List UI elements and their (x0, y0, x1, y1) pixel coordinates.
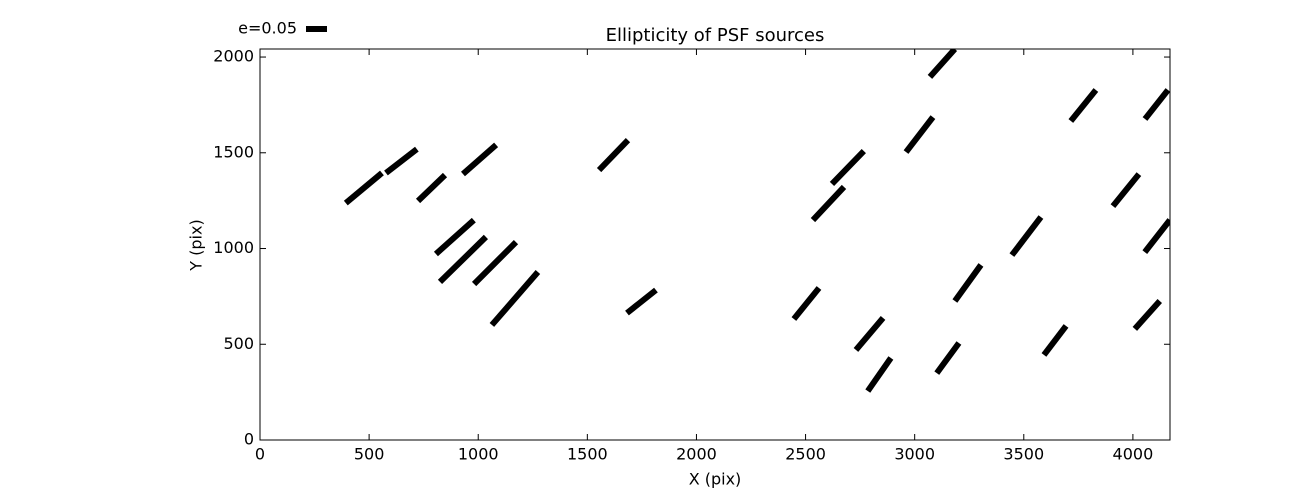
plot-area (343, 49, 1170, 393)
x-tick-label: 0 (255, 445, 265, 464)
whisker (865, 356, 894, 393)
whisker (1041, 324, 1069, 357)
whisker (343, 170, 384, 206)
whisker (1009, 215, 1044, 257)
whisker (1142, 88, 1170, 121)
chart-title: Ellipticity of PSF sources (606, 25, 825, 46)
whisker (433, 217, 476, 257)
x-tick-label: 4000 (1113, 445, 1154, 464)
y-axis-label: Y (pix) (187, 219, 206, 271)
whisker (384, 146, 419, 176)
y-tick-label: 0 (244, 430, 254, 449)
whisker (934, 341, 962, 375)
whisker (415, 172, 448, 204)
x-tick-label: 3500 (1003, 445, 1044, 464)
whisker (625, 287, 658, 316)
whisker (596, 138, 631, 173)
x-axis-label: X (pix) (689, 470, 742, 489)
whisker (437, 234, 489, 285)
x-tick-label: 3000 (894, 445, 935, 464)
key-label: e=0.05 (238, 19, 297, 38)
y-tick-label: 2000 (213, 47, 254, 66)
whisker (927, 49, 958, 79)
whisker (1132, 299, 1162, 331)
whisker (810, 184, 847, 223)
axes-frame (259, 48, 1171, 441)
whisker (1110, 172, 1142, 208)
x-tick-label: 2000 (676, 445, 717, 464)
whisker (1068, 88, 1099, 123)
x-tick-label: 2500 (785, 445, 826, 464)
whisker (952, 263, 984, 303)
whisker (460, 142, 499, 177)
whisker (903, 115, 936, 154)
y-tick-label: 500 (223, 334, 254, 353)
x-tick-label: 500 (354, 445, 385, 464)
whisker (829, 148, 866, 187)
whisker (471, 240, 519, 287)
y-tick-label: 1000 (213, 238, 254, 257)
whisker (1142, 218, 1170, 254)
whisker (853, 315, 886, 352)
whisker (489, 270, 541, 327)
x-tick-label: 1500 (567, 445, 608, 464)
y-tick-label: 1500 (213, 142, 254, 161)
x-tick-label: 1000 (458, 445, 499, 464)
whisker (791, 286, 822, 321)
